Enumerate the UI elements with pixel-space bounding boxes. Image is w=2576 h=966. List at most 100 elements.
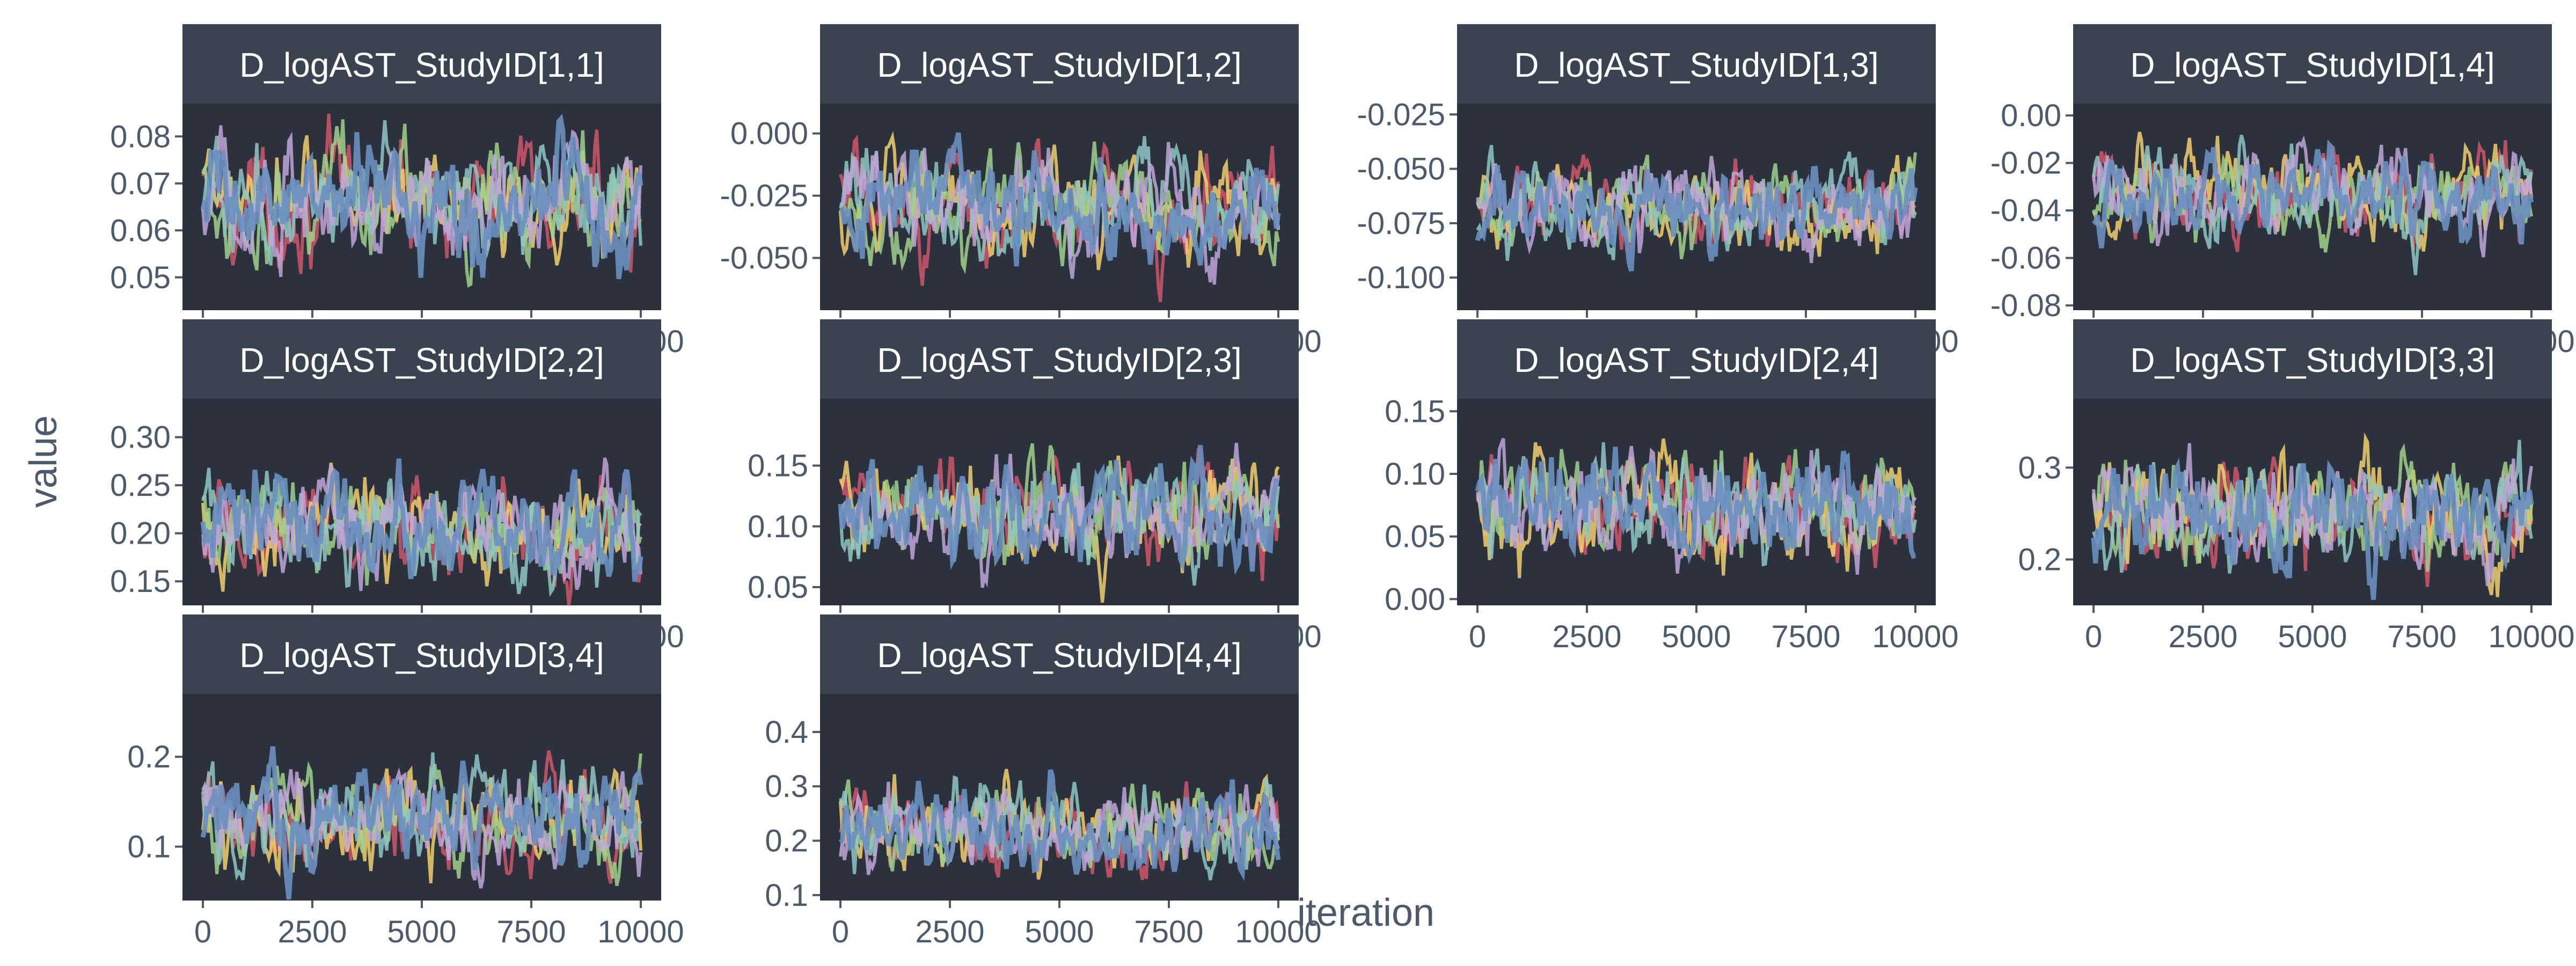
x-tick-label: 5000: [1024, 914, 1094, 949]
x-tick-label: 2500: [1552, 619, 1621, 654]
x-tick-label: 7500: [1771, 619, 1840, 654]
y-tick-label: 0.00: [1385, 582, 1445, 617]
trace-panel: D_logAST_StudyID[3,3] 0.2 0.3 0 2500 5000 7500…: [2018, 319, 2575, 654]
trace-panel: D_logAST_StudyID[1,4] 0.00 -0.02 -0.04 -0.06…: [1990, 24, 2575, 359]
trace-panel: D_logAST_StudyID[2,2]0.150.200.250.30025…: [110, 319, 684, 654]
y-tick-label: 0.1: [127, 830, 171, 865]
x-tick-label: 10000: [2488, 619, 2574, 654]
x-tick-label: 7500: [2387, 619, 2456, 654]
y-tick-label: 0.000: [730, 116, 808, 151]
y-tick-label: -0.100: [1357, 260, 1445, 295]
facet-strip: [182, 319, 661, 399]
facet-title: D_logAST_StudyID[1,4]: [2130, 46, 2494, 84]
facet-title: D_logAST_StudyID[3,4]: [239, 636, 604, 675]
x-tick-label: 2500: [915, 914, 984, 949]
chain-trace-line: [839, 132, 1281, 267]
x-tick-label: 0: [194, 914, 211, 949]
facet-panels: D_logAST_StudyID[1,1] 0.05 0.06 0.07 0.08 0 25…: [110, 24, 2575, 949]
y-tick-label: 0.05: [110, 260, 171, 295]
facet-strip: [1457, 24, 1936, 104]
facet-title: D_logAST_StudyID[1,1]: [239, 46, 604, 84]
y-tick-label: 0.20: [110, 516, 171, 551]
facet-title: D_logAST_StudyID[2,4]: [1514, 341, 1878, 379]
facet-strip: [820, 24, 1299, 104]
y-tick-label: 0.25: [110, 468, 171, 503]
chain-trace-line: [1476, 144, 1917, 261]
facet-title: D_logAST_StudyID[3,3]: [2130, 341, 2494, 379]
x-tick-label: 10000: [1235, 914, 1321, 949]
trace-panel: D_logAST_StudyID[2,4] 0.00 0.05 0.10 0.15 0 25…: [1385, 319, 1959, 654]
facet-title: D_logAST_StudyID[2,3]: [877, 341, 1241, 379]
x-tick-label: 0: [1469, 619, 1486, 654]
facet-title: D_logAST_StudyID[2,2]: [239, 341, 604, 379]
trace-panel: D_logAST_StudyID[4,4] 0.1 0.2 0.3 0.4 0 2500 50…: [765, 614, 1322, 949]
x-tick-label: 2500: [2168, 619, 2237, 654]
chain-trace-line: [1475, 447, 1916, 565]
chain-trace-line: [2091, 140, 2534, 248]
trace-panel: D_logAST_StudyID[3,4] 0.1 0.2 0 2500 5000 7500…: [127, 614, 684, 949]
y-tick-label: 0.00: [2001, 98, 2061, 133]
facet-title: D_logAST_StudyID[4,4]: [877, 636, 1241, 675]
y-tick-label: 0.10: [748, 509, 808, 544]
y-tick-label: 0.15: [748, 449, 808, 484]
facet-title: D_logAST_StudyID[1,2]: [877, 46, 1241, 84]
y-tick-label: 0.3: [765, 769, 808, 804]
facet-strip: [820, 319, 1299, 399]
chain-trace-line: [200, 458, 643, 582]
y-tick-label: 0.3: [2018, 450, 2061, 485]
y-tick-label: -0.050: [1357, 152, 1445, 187]
trace-panel: D_logAST_StudyID[1,1]0.050.060.070.08025…: [110, 24, 684, 359]
x-tick-label: 7500: [1134, 914, 1203, 949]
chain-trace-line: [201, 125, 642, 277]
y-tick-label: 0.08: [110, 119, 171, 154]
facet-strip: [2073, 24, 2552, 104]
chain-trace-line: [2091, 457, 2534, 600]
y-tick-label: -0.050: [720, 241, 808, 276]
facet-strip: [182, 24, 661, 104]
y-tick-label: 0.10: [1385, 457, 1445, 492]
facet-strip: [1457, 319, 1936, 399]
trace-panel: D_logAST_StudyID[2,3]0.050.100.150250050…: [748, 319, 1322, 654]
y-tick-label: 0.4: [765, 715, 808, 750]
y-tick-label: -0.025: [1357, 97, 1445, 132]
chain-trace-line: [838, 769, 1281, 881]
y-tick-label: -0.075: [1357, 206, 1445, 241]
chain-trace-line: [200, 113, 643, 280]
x-tick-label: 2500: [277, 914, 347, 949]
y-tick-label: 0.05: [1385, 519, 1445, 554]
x-tick-label: 5000: [2278, 619, 2347, 654]
y-tick-label: -0.08: [1990, 288, 2061, 323]
x-tick-label: 10000: [1872, 619, 1958, 654]
x-tick-label: 5000: [387, 914, 456, 949]
facet-strip: [2073, 319, 2552, 399]
x-tick-label: 7500: [496, 914, 566, 949]
x-tick-label: 0: [832, 914, 849, 949]
y-tick-label: -0.025: [720, 179, 808, 214]
y-axis-title: value: [22, 415, 65, 508]
facet-strip: [182, 614, 661, 694]
chain-trace-line: [201, 457, 642, 591]
chain-trace-line: [838, 445, 1279, 575]
chain-trace-line: [1475, 165, 1918, 272]
y-tick-label: 0.15: [1385, 394, 1445, 429]
y-tick-label: 0.30: [110, 420, 171, 455]
y-tick-label: 0.1: [765, 878, 808, 913]
y-tick-label: -0.06: [1990, 241, 2061, 276]
y-tick-label: 0.15: [110, 564, 171, 599]
y-tick-label: -0.02: [1990, 146, 2061, 181]
y-tick-label: 0.06: [110, 213, 171, 248]
facet-title: D_logAST_StudyID[1,3]: [1514, 46, 1878, 84]
y-tick-label: 0.07: [110, 166, 171, 201]
y-tick-label: 0.05: [748, 570, 808, 605]
facet-strip: [820, 614, 1299, 694]
y-tick-label: -0.04: [1990, 193, 2061, 228]
y-tick-label: 0.2: [765, 824, 808, 859]
x-axis-title: iteration: [1297, 891, 1435, 934]
x-tick-label: 10000: [597, 914, 684, 949]
x-tick-label: 0: [2085, 619, 2102, 654]
chain-trace-line: [200, 746, 643, 900]
y-tick-label: 0.2: [127, 740, 171, 774]
y-tick-label: 0.2: [2018, 542, 2061, 577]
x-tick-label: 5000: [1662, 619, 1731, 654]
